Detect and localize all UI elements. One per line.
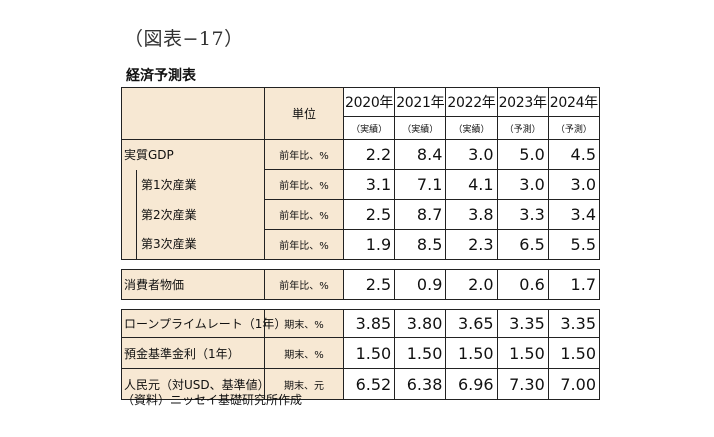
- row-label: 第2次産業: [136, 199, 264, 230]
- value-cell: 8.5: [394, 229, 447, 260]
- row-label: 第1次産業: [136, 169, 264, 200]
- value-cell: 0.9: [394, 269, 447, 300]
- value-cell: 3.35: [547, 309, 601, 338]
- value-cell: 2.2: [342, 139, 396, 170]
- row-label-cell: 第2次産業: [121, 199, 265, 230]
- value-cell: 7.30: [496, 368, 549, 400]
- header-year-row: 単位 2020年 2021年 2022年 2023年 2024年: [121, 87, 601, 140]
- table-row-loan-prime-rate: ローンプライムレート（1年） 期末、% 3.85 3.80 3.65 3.35 …: [121, 309, 601, 338]
- value-cell: 3.8: [445, 199, 498, 230]
- header-kind-row: （実績） （実績） （実績） （予測） （予測）: [122, 116, 601, 140]
- kind-header: （実績）: [342, 116, 396, 140]
- row-unit: 前年比、%: [264, 229, 344, 260]
- value-cell: 3.3: [496, 199, 549, 230]
- value-cell: 3.0: [445, 139, 498, 170]
- kind-header: （予測）: [496, 116, 549, 140]
- value-cell: 4.1: [445, 169, 498, 200]
- header-blank-cell: [121, 87, 265, 140]
- table-title: 経済予測表: [126, 68, 196, 84]
- row-unit: 前年比、%: [264, 269, 344, 300]
- table-row-primary-industry: 第1次産業 前年比、% 3.1 7.1 4.1 3.0 3.0: [121, 169, 601, 200]
- year-header: 2023年: [496, 87, 549, 117]
- value-cell: 1.50: [496, 337, 549, 369]
- value-cell: 4.5: [547, 139, 601, 170]
- value-cell: 1.50: [394, 337, 447, 369]
- row-unit: 前年比、%: [264, 199, 344, 230]
- header-unit-label: 単位: [264, 87, 344, 140]
- row-label: 消費者物価: [121, 269, 265, 300]
- value-cell: 5.5: [547, 229, 601, 260]
- source-note: （資料）ニッセイ基礎研究所作成: [122, 393, 303, 407]
- row-label-cell: 第3次産業: [121, 229, 265, 260]
- row-unit: 期末、元: [264, 368, 344, 400]
- row-unit: 前年比、%: [264, 169, 344, 200]
- value-cell: 1.50: [445, 337, 498, 369]
- value-cell: 3.80: [394, 309, 447, 338]
- value-cell: 6.96: [445, 368, 498, 400]
- figure-label: （図表−17）: [124, 28, 244, 50]
- value-cell: 1.9: [342, 229, 396, 260]
- value-cell: 6.52: [342, 368, 396, 400]
- value-cell: 3.35: [496, 309, 549, 338]
- year-header: 2021年: [394, 87, 447, 117]
- value-cell: 2.0: [445, 269, 498, 300]
- value-cell: 3.4: [547, 199, 601, 230]
- row-label: 預金基準金利（1年）: [121, 337, 265, 369]
- row-label: 実質GDP: [121, 139, 265, 170]
- value-cell: 0.6: [496, 269, 549, 300]
- table-row-rmb-rate: 人民元（対USD、基準値） 期末、元 6.52 6.38 6.96 7.30 7…: [121, 368, 601, 400]
- kind-header: （実績）: [445, 116, 498, 140]
- year-header: 2022年: [445, 87, 498, 117]
- table-row-deposit-rate: 預金基準金利（1年） 期末、% 1.50 1.50 1.50 1.50 1.50: [121, 337, 601, 369]
- row-unit: 前年比、%: [264, 139, 344, 170]
- table-row-secondary-industry: 第2次産業 前年比、% 2.5 8.7 3.8 3.3 3.4: [121, 199, 601, 230]
- value-cell: 3.0: [547, 169, 601, 200]
- value-cell: 1.7: [547, 269, 601, 300]
- row-label-cell: 第1次産業: [121, 169, 265, 200]
- row-label: 第3次産業: [136, 229, 264, 259]
- table-row-real-gdp: 実質GDP 前年比、% 2.2 8.4 3.0 5.0 4.5: [121, 139, 601, 170]
- table-row-tertiary-industry: 第3次産業 前年比、% 1.9 8.5 2.3 6.5 5.5: [121, 229, 601, 260]
- value-cell: 3.85: [342, 309, 396, 338]
- value-cell: 2.5: [342, 269, 396, 300]
- row-unit: 期末、%: [264, 337, 344, 369]
- row-unit: 期末、%: [264, 309, 344, 338]
- value-cell: 6.5: [496, 229, 549, 260]
- kind-header: （予測）: [547, 116, 601, 140]
- value-cell: 2.3: [445, 229, 498, 260]
- value-cell: 3.1: [342, 169, 396, 200]
- group-divider: [121, 259, 600, 270]
- kind-header: （実績）: [394, 116, 447, 140]
- value-cell: 1.50: [342, 337, 396, 369]
- table-row-cpi: 消費者物価 前年比、% 2.5 0.9 2.0 0.6 1.7: [121, 269, 601, 300]
- value-cell: 7.00: [547, 368, 601, 400]
- value-cell: 6.38: [394, 368, 447, 400]
- row-label: 人民元（対USD、基準値）: [121, 368, 270, 400]
- value-cell: 2.5: [342, 199, 396, 230]
- value-cell: 8.4: [394, 139, 447, 170]
- year-header: 2020年: [342, 87, 396, 117]
- value-cell: 3.0: [496, 169, 549, 200]
- value-cell: 1.50: [547, 337, 601, 369]
- row-label: ローンプライムレート（1年）: [121, 309, 286, 338]
- value-cell: 7.1: [394, 169, 447, 200]
- value-cell: 8.7: [394, 199, 447, 230]
- value-cell: 3.65: [445, 309, 498, 338]
- economic-forecast-table: 単位 2020年 2021年 2022年 2023年 2024年 （実績） （実…: [121, 87, 601, 400]
- value-cell: 5.0: [496, 139, 549, 170]
- group-divider: [121, 299, 600, 310]
- year-header: 2024年: [547, 87, 601, 117]
